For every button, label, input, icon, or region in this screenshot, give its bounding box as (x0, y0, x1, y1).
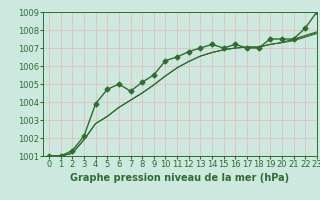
X-axis label: Graphe pression niveau de la mer (hPa): Graphe pression niveau de la mer (hPa) (70, 173, 290, 183)
